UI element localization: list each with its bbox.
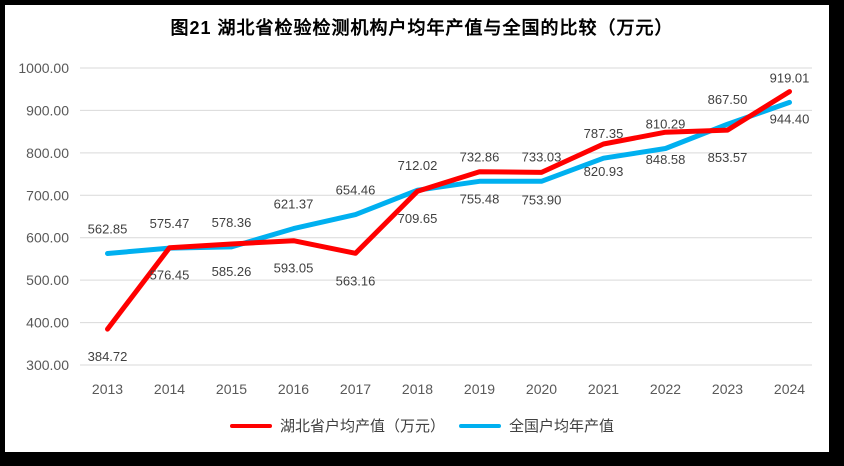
svg-text:919.01: 919.01: [770, 70, 810, 85]
svg-text:867.50: 867.50: [708, 92, 748, 107]
svg-text:733.03: 733.03: [522, 149, 562, 164]
svg-text:400.00: 400.00: [26, 315, 69, 331]
svg-text:2017: 2017: [340, 381, 371, 397]
svg-text:900.00: 900.00: [26, 102, 69, 118]
svg-text:585.26: 585.26: [212, 264, 252, 279]
svg-text:578.36: 578.36: [212, 215, 252, 230]
svg-text:575.47: 575.47: [150, 216, 190, 231]
window-border-left: [0, 0, 5, 466]
chart-title: 图21 湖北省检验检测机构户均年产值与全国的比较（万元）: [170, 18, 674, 38]
svg-text:2019: 2019: [464, 381, 495, 397]
svg-text:500.00: 500.00: [26, 272, 69, 288]
svg-text:2013: 2013: [92, 381, 123, 397]
svg-text:2016: 2016: [278, 381, 309, 397]
svg-text:820.93: 820.93: [584, 164, 624, 179]
svg-text:848.58: 848.58: [646, 152, 686, 167]
window-border-bottom: [0, 452, 844, 466]
svg-text:562.85: 562.85: [88, 222, 128, 237]
svg-text:2022: 2022: [650, 381, 681, 397]
legend-item-hubei: 湖北省户均产值（万元）: [229, 415, 445, 436]
svg-text:576.45: 576.45: [150, 268, 190, 283]
svg-text:2021: 2021: [588, 381, 619, 397]
legend-label-hubei: 湖北省户均产值（万元）: [279, 418, 445, 435]
svg-text:712.02: 712.02: [398, 158, 438, 173]
chart-legend: 湖北省户均产值（万元） 全国户均年产值: [0, 415, 844, 436]
svg-text:1000.00: 1000.00: [18, 60, 69, 76]
svg-text:944.40: 944.40: [770, 112, 810, 127]
legend-line-swatch-blue: [459, 423, 501, 428]
legend-label-national: 全国户均年产值: [509, 418, 615, 435]
window-border-right: [829, 0, 844, 466]
svg-text:810.29: 810.29: [646, 117, 686, 132]
svg-text:732.86: 732.86: [460, 149, 500, 164]
svg-text:2014: 2014: [154, 381, 185, 397]
svg-text:563.16: 563.16: [336, 273, 376, 288]
svg-text:2023: 2023: [712, 381, 743, 397]
svg-text:621.37: 621.37: [274, 197, 314, 212]
svg-text:709.65: 709.65: [398, 211, 438, 226]
svg-text:787.35: 787.35: [584, 126, 624, 141]
svg-text:593.05: 593.05: [274, 261, 314, 276]
svg-text:800.00: 800.00: [26, 145, 69, 161]
svg-text:853.57: 853.57: [708, 150, 748, 165]
svg-text:654.46: 654.46: [336, 183, 376, 198]
svg-text:2015: 2015: [216, 381, 247, 397]
svg-text:600.00: 600.00: [26, 230, 69, 246]
svg-text:384.72: 384.72: [88, 349, 128, 364]
svg-text:700.00: 700.00: [26, 187, 69, 203]
legend-line-swatch-red: [229, 423, 272, 428]
legend-item-national: 全国户均年产值: [459, 415, 614, 436]
svg-text:2018: 2018: [402, 381, 433, 397]
svg-text:2020: 2020: [526, 381, 557, 397]
svg-text:755.48: 755.48: [460, 192, 500, 207]
svg-text:753.90: 753.90: [522, 192, 562, 207]
window-border-top: [0, 0, 844, 5]
svg-text:2024: 2024: [774, 381, 805, 397]
svg-text:300.00: 300.00: [26, 357, 69, 373]
